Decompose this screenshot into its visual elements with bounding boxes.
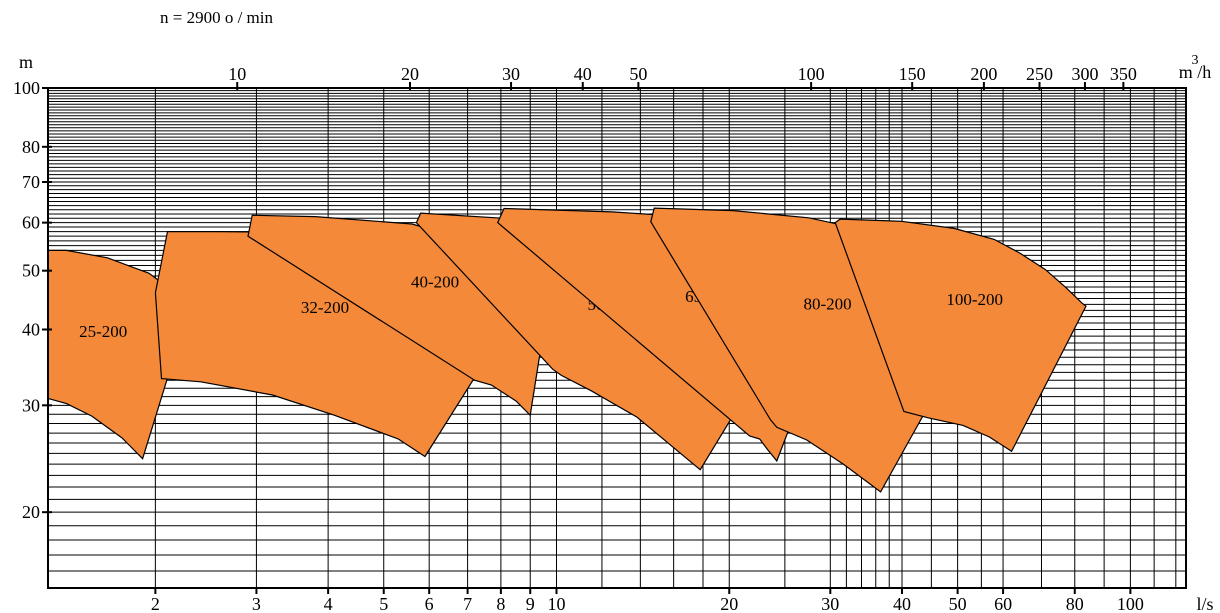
x-tick-label: 2 [151, 594, 160, 613]
x-tick-label: 8 [496, 594, 505, 613]
top-tick-label: 100 [798, 64, 825, 84]
y-tick-label: 100 [13, 78, 40, 98]
x-axis-label: l/s [1196, 594, 1213, 613]
x-tick-label: 6 [425, 594, 434, 613]
top-tick-label: 350 [1110, 64, 1137, 84]
x-tick-label: 5 [379, 594, 388, 613]
top-axis-label: m /h [1179, 62, 1212, 82]
x-tick-label: 9 [526, 594, 535, 613]
top-tick-label: 50 [629, 64, 647, 84]
top-axis-label-superscript: 3 [1192, 53, 1199, 68]
x-tick-label: 40 [893, 594, 911, 613]
top-tick-label: 300 [1071, 64, 1098, 84]
pump-region-25-200 [47, 249, 191, 460]
x-tick-label: 4 [324, 594, 333, 613]
pump-label: 100-200 [946, 290, 1003, 309]
plot-border [47, 87, 1187, 589]
y-tick-label: 80 [22, 137, 40, 157]
x-tick-label: 30 [821, 594, 839, 613]
pump-label: 32-200 [301, 298, 349, 317]
x-tick-label: 7 [463, 594, 472, 613]
y-tick-label: 20 [22, 502, 40, 522]
speed-label: n = 2900 o / min [160, 8, 274, 27]
y-tick-label: 50 [22, 261, 40, 281]
top-tick-label: 200 [970, 64, 997, 84]
top-tick-label: 40 [574, 64, 592, 84]
x-tick-label: 20 [720, 594, 738, 613]
x-tick-label: 50 [949, 594, 967, 613]
x-tick-label: 10 [547, 594, 565, 613]
y-tick-label: 40 [22, 319, 40, 339]
x-tick-label: 60 [994, 594, 1012, 613]
pump-label: 25-200 [79, 322, 127, 341]
pump-regions: 25-20032-20040-20050-20065-20080-200100-… [47, 207, 1087, 493]
y-tick-label: 70 [22, 172, 40, 192]
y-tick-label: 30 [22, 395, 40, 415]
x-tick-label: 80 [1066, 594, 1084, 613]
top-tick-label: 150 [899, 64, 926, 84]
pump-label: 80-200 [803, 294, 851, 313]
top-tick-label: 30 [502, 64, 520, 84]
axis-labels: 20 30 40 50 60 70 80 100 m 2 3 4 5 6 7 8 9 10 20 30 40 50 60 80… [13, 52, 1214, 613]
top-tick-label: 20 [401, 64, 419, 84]
top-tick-label: 250 [1026, 64, 1053, 84]
pump-label: 40-200 [411, 272, 459, 291]
y-tick-label: 60 [22, 213, 40, 233]
plot-frame [47, 87, 1187, 589]
x-tick-label: 100 [1117, 594, 1144, 613]
y-axis-label: m [19, 52, 33, 72]
x-tick-label: 3 [252, 594, 261, 613]
pump-region-100-200 [834, 218, 1087, 453]
top-tick-label: 10 [228, 64, 246, 84]
